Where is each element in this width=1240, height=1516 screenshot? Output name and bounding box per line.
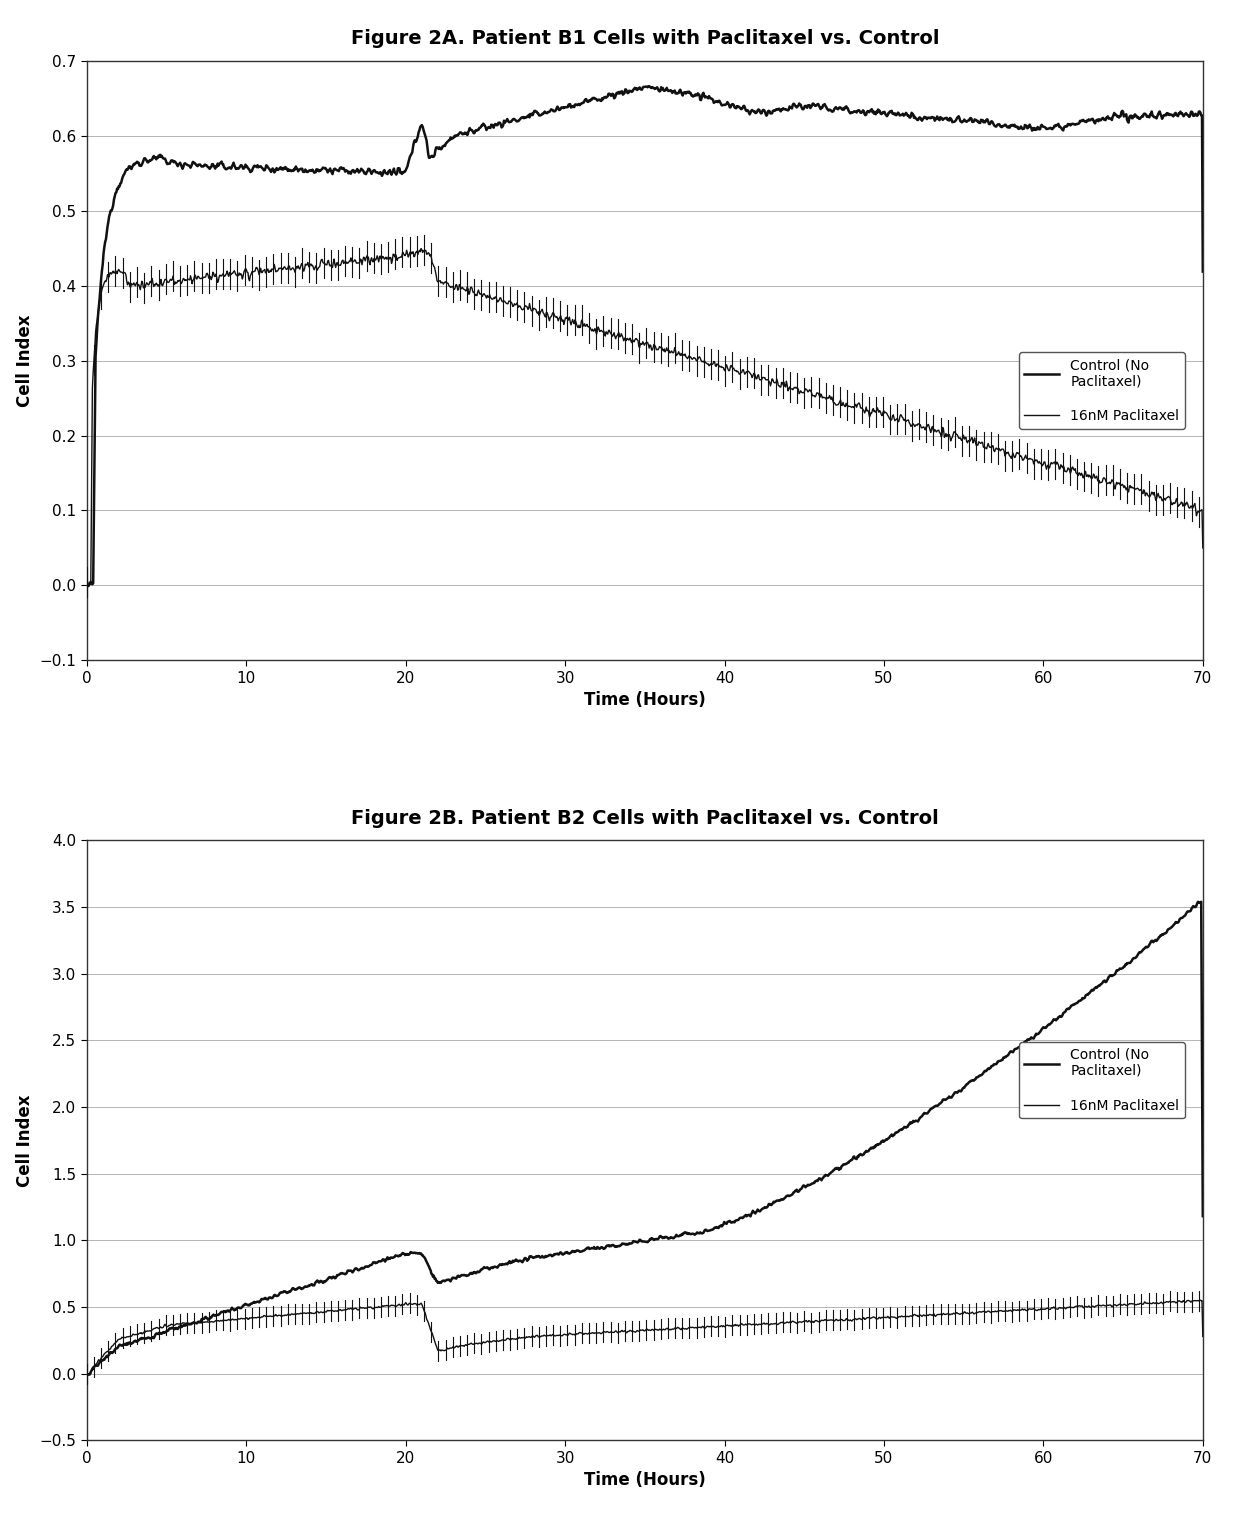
- Line: 16nM Paclitaxel: 16nM Paclitaxel: [87, 1301, 1203, 1373]
- 16nM Paclitaxel: [1179, 1292, 1194, 1310]
- 16nM Paclitaxel: [666, 343, 681, 361]
- Control (No
Paclitaxel): [595, 1239, 610, 1257]
- Control (No
Paclitaxel): [81, 578, 95, 596]
- Control (No
Paclitaxel): [986, 1057, 1001, 1075]
- 16nM Paclitaxel: [986, 441, 1001, 459]
- Control (No
Paclitaxel): [666, 82, 681, 100]
- Control (No
Paclitaxel): [642, 77, 657, 96]
- 16nM Paclitaxel: [1192, 1292, 1207, 1310]
- 16nM Paclitaxel: [595, 1323, 610, 1342]
- 16nM Paclitaxel: [82, 576, 97, 594]
- 16nM Paclitaxel: [351, 1301, 366, 1319]
- Control (No
Paclitaxel): [595, 91, 610, 109]
- Line: Control (No
Paclitaxel): Control (No Paclitaxel): [87, 902, 1203, 1375]
- Control (No
Paclitaxel): [351, 1261, 366, 1280]
- Control (No
Paclitaxel): [465, 121, 480, 139]
- Control (No
Paclitaxel): [1190, 893, 1205, 911]
- Control (No
Paclitaxel): [81, 1366, 95, 1384]
- X-axis label: Time (Hours): Time (Hours): [584, 1471, 706, 1489]
- 16nM Paclitaxel: [1195, 1328, 1210, 1346]
- Control (No
Paclitaxel): [1180, 106, 1195, 124]
- Y-axis label: Cell Index: Cell Index: [16, 314, 33, 406]
- 16nM Paclitaxel: [414, 240, 429, 258]
- Control (No
Paclitaxel): [1195, 262, 1210, 280]
- Title: Figure 2A. Patient B1 Cells with Paclitaxel vs. Control: Figure 2A. Patient B1 Cells with Paclita…: [351, 29, 939, 49]
- Y-axis label: Cell Index: Cell Index: [16, 1095, 33, 1187]
- 16nM Paclitaxel: [596, 321, 611, 340]
- Line: Control (No
Paclitaxel): Control (No Paclitaxel): [87, 86, 1203, 587]
- Title: Figure 2B. Patient B2 Cells with Paclitaxel vs. Control: Figure 2B. Patient B2 Cells with Paclita…: [351, 808, 939, 828]
- Control (No
Paclitaxel): [465, 1264, 480, 1283]
- 16nM Paclitaxel: [351, 255, 366, 273]
- 16nM Paclitaxel: [465, 283, 480, 302]
- 16nM Paclitaxel: [986, 1302, 1001, 1320]
- X-axis label: Time (Hours): Time (Hours): [584, 691, 706, 709]
- Legend: Control (No
Paclitaxel), 16nM Paclitaxel: Control (No Paclitaxel), 16nM Paclitaxel: [1019, 352, 1184, 429]
- Line: 16nM Paclitaxel: 16nM Paclitaxel: [87, 249, 1203, 585]
- 16nM Paclitaxel: [1195, 538, 1210, 556]
- Control (No
Paclitaxel): [1195, 1207, 1210, 1225]
- Legend: Control (No
Paclitaxel), 16nM Paclitaxel: Control (No Paclitaxel), 16nM Paclitaxel: [1019, 1041, 1184, 1119]
- Control (No
Paclitaxel): [986, 115, 1001, 133]
- 16nM Paclitaxel: [465, 1334, 480, 1352]
- Control (No
Paclitaxel): [79, 576, 94, 594]
- Control (No
Paclitaxel): [666, 1229, 681, 1248]
- 16nM Paclitaxel: [666, 1320, 681, 1339]
- Control (No
Paclitaxel): [351, 161, 366, 179]
- 16nM Paclitaxel: [79, 1364, 94, 1383]
- 16nM Paclitaxel: [81, 1364, 95, 1383]
- Control (No
Paclitaxel): [79, 1366, 94, 1384]
- 16nM Paclitaxel: [1180, 494, 1195, 512]
- Control (No
Paclitaxel): [1179, 904, 1194, 922]
- 16nM Paclitaxel: [79, 573, 94, 591]
